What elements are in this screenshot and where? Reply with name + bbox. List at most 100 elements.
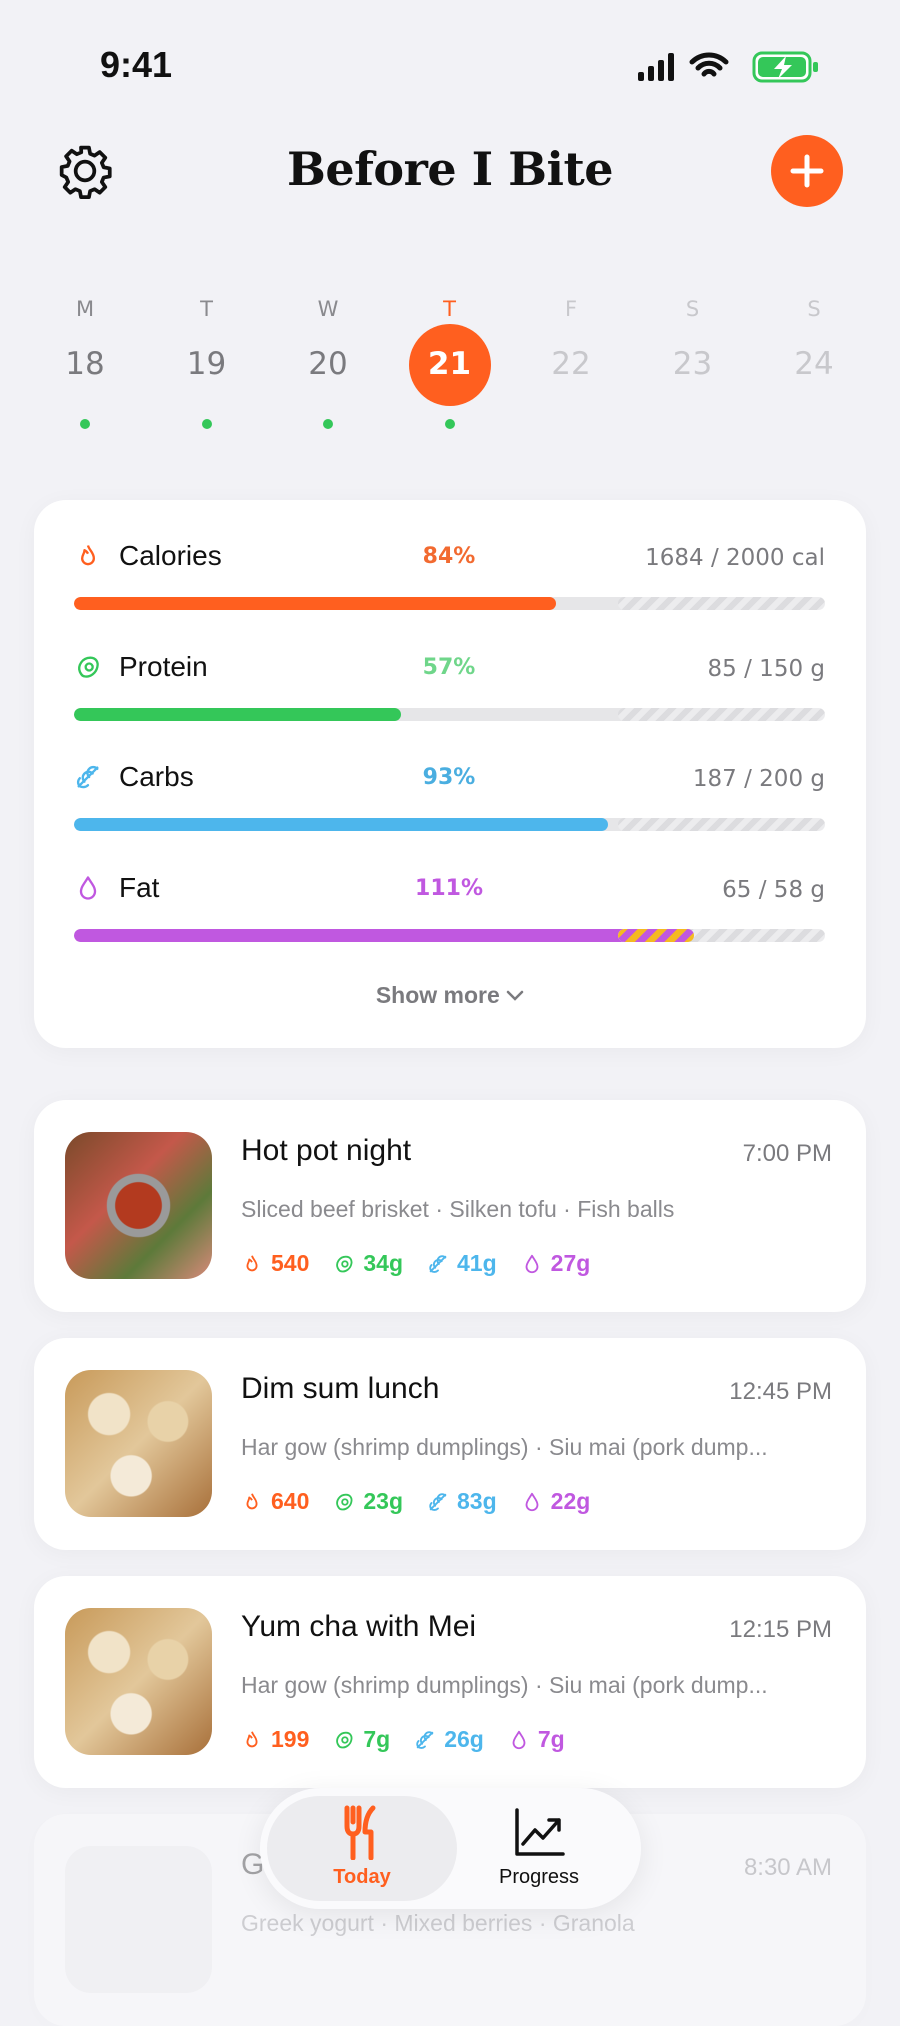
- chevron-icon: [506, 990, 524, 1001]
- macro-icon: [333, 1491, 355, 1513]
- icon: [76, 765, 99, 789]
- logged-dot: [444, 419, 455, 429]
- icon: [429, 1254, 447, 1273]
- macro-percent: 84%: [422, 544, 476, 569]
- macro-bar: [74, 597, 557, 610]
- day-letter: S: [807, 297, 821, 321]
- day[interactable]: F 22: [526, 297, 616, 447]
- progress-tab[interactable]: Progress: [444, 1796, 634, 1901]
- macro-amount: 65 / 58 g: [722, 876, 825, 903]
- icon: [429, 1492, 447, 1511]
- meal-photo: [65, 1370, 212, 1517]
- macro-icon: [241, 1729, 263, 1751]
- macro-name: Fat: [119, 871, 160, 903]
- progress-label: Progress: [498, 1866, 580, 1888]
- meal-carbs: 83g: [427, 1488, 497, 1515]
- macro-icon: [241, 1253, 263, 1275]
- macro-percent: 93%: [422, 765, 476, 790]
- icon: [79, 875, 97, 900]
- status-time: 9:41: [100, 44, 173, 85]
- macro-bar: [74, 707, 402, 721]
- meal-fat-value: 27g: [550, 1250, 591, 1276]
- meal-time: 12:15 PM: [729, 1616, 832, 1643]
- macro-icon-wrap: [74, 542, 102, 574]
- macro-name: Carbs: [119, 761, 194, 792]
- progress-icon: [515, 1808, 565, 1856]
- meal-macros: 540 34g 41g 27g: [241, 1250, 590, 1277]
- day[interactable]: T 21: [405, 297, 495, 447]
- macro-percent: 57%: [422, 654, 476, 680]
- plus-icon: [790, 154, 824, 188]
- meal-card[interactable]: Hot pot night 7:00 PM Sliced beef brisket …: [34, 1100, 866, 1312]
- show-more-label: Show more: [375, 982, 500, 1008]
- macro-name: Protein: [119, 650, 208, 682]
- meal-protein: 23g: [333, 1488, 403, 1515]
- app-screen: 9:41 Before I Bite M 18 T 19 W 20 T 21 F 22 S 23 S 24…: [34, 44, 866, 1993]
- meal-carbs-value: 26g: [444, 1726, 484, 1752]
- meal-calories: 640: [241, 1488, 309, 1515]
- macro-track: [74, 707, 648, 721]
- meal-title: G: [241, 1848, 265, 1881]
- show-more-button[interactable]: Show more: [34, 982, 866, 1009]
- macro-icon-wrap: [74, 653, 102, 685]
- overflow-track: [618, 597, 825, 610]
- macro-icon: [427, 1253, 449, 1275]
- day-date: 21: [427, 346, 472, 382]
- macro-icon-wrap: [74, 763, 102, 795]
- day[interactable]: S 24: [769, 297, 859, 447]
- macro-track: [74, 597, 648, 610]
- day-date: 22: [551, 346, 591, 382]
- selected-day: [408, 324, 491, 406]
- macro-card: Calories 84% 1684 / 2000 cal Protein 57% 85 /…: [34, 500, 866, 1048]
- icon: [416, 1730, 434, 1749]
- macro-track: [74, 818, 648, 831]
- meal-fat: 27g: [521, 1250, 591, 1277]
- meal-fat: 7g: [508, 1726, 565, 1753]
- macro-icon: [74, 542, 102, 570]
- day[interactable]: S 23: [648, 297, 738, 447]
- day-date: 23: [672, 346, 713, 382]
- meal-time: 12:45 PM: [729, 1378, 832, 1405]
- meal-carbs: 41g: [427, 1250, 497, 1277]
- meal-card[interactable]: Dim sum lunch 12:45 PM Har gow (shrimp dum…: [34, 1338, 866, 1550]
- day[interactable]: M 18: [40, 297, 130, 447]
- settings-button[interactable]: [57, 143, 113, 199]
- status-icons: [638, 51, 818, 83]
- macro-name: Calories: [119, 540, 222, 571]
- day[interactable]: T 19: [162, 297, 252, 447]
- meal-protein-value: 23g: [363, 1488, 404, 1514]
- day-letter: F: [564, 297, 578, 321]
- meal-macros: 640 23g 83g 22g: [241, 1488, 590, 1515]
- icon: [525, 1254, 539, 1273]
- meal-protein-value: 7g: [363, 1726, 391, 1752]
- icon: [336, 1255, 353, 1272]
- day[interactable]: W 20: [283, 297, 373, 447]
- meal-items: Har gow (shrimp dumplings) · Siu mai (po…: [241, 1434, 768, 1460]
- add-button[interactable]: [771, 135, 843, 207]
- day-letter: W: [317, 297, 339, 321]
- meal-items: Har gow (shrimp dumplings) · Siu mai (po…: [241, 1672, 768, 1698]
- macro-icon: [427, 1491, 449, 1513]
- macro-icon: [241, 1491, 263, 1513]
- macro-icon: [508, 1729, 530, 1751]
- day-letter: S: [685, 297, 700, 321]
- overflow-bar: [618, 928, 694, 942]
- meal-carbs-value: 41g: [457, 1250, 497, 1276]
- meal-carbs-value: 83g: [457, 1488, 497, 1514]
- day-letter: T: [443, 297, 456, 321]
- day-letter: T: [200, 297, 213, 321]
- macro-amount: 187 / 200 g: [692, 766, 825, 792]
- logged-dot: [201, 419, 212, 429]
- meal-card[interactable]: Yum cha with Mei 12:15 PM Har gow (shrimp …: [34, 1576, 866, 1788]
- macro-bar: [74, 928, 648, 942]
- icon: [78, 655, 99, 678]
- logged-dot: [80, 419, 90, 429]
- icon: [246, 1492, 258, 1509]
- today-icon: [344, 1805, 376, 1861]
- today-label: Today: [333, 1866, 391, 1888]
- meal-fat: 22g: [521, 1488, 590, 1515]
- today-tab[interactable]: Today: [267, 1796, 457, 1901]
- day-letter: M: [75, 297, 95, 321]
- icon: [336, 1731, 353, 1748]
- macro-icon: [74, 763, 102, 791]
